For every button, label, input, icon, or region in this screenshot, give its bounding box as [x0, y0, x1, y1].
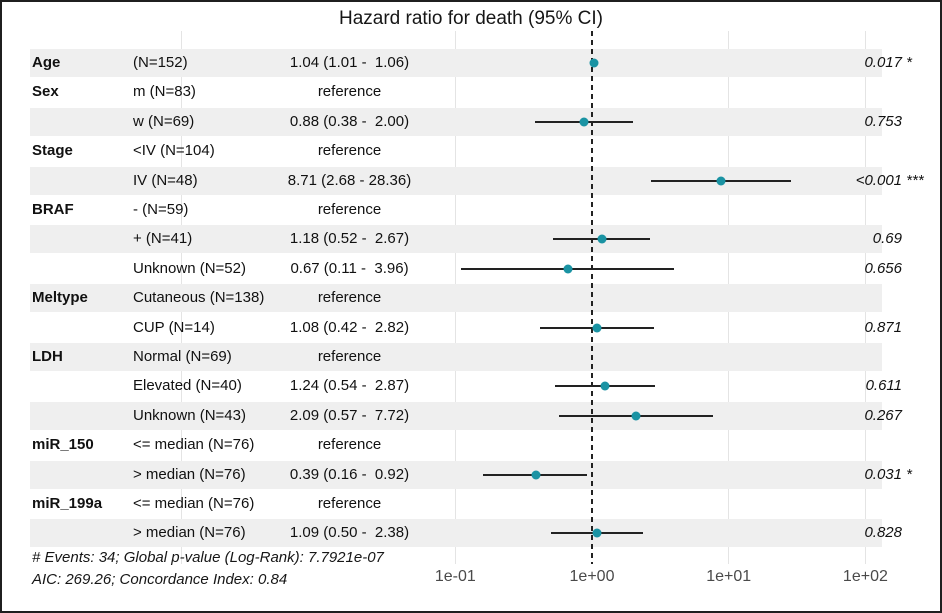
estimate-label: 0.67 (0.11 - 3.96)	[290, 259, 409, 277]
estimate-label: 1.24 (0.54 - 2.87)	[289, 377, 410, 395]
estimate-label: 2.09 (0.57 - 7.72)	[289, 406, 410, 424]
estimate-label: reference	[317, 289, 382, 307]
level-label: > median (N=76)	[133, 465, 246, 483]
row-band	[30, 49, 882, 77]
p-value: 0.753	[752, 108, 902, 136]
estimate-label: reference	[317, 436, 382, 454]
level-label: Elevated (N=40)	[133, 377, 242, 395]
hr-point-marker	[531, 470, 541, 480]
hr-point-marker	[563, 264, 573, 274]
row-band	[30, 460, 882, 489]
level-label: Normal (N=69)	[133, 348, 232, 365]
hr-point-marker	[597, 234, 607, 244]
p-value-number: 0.611	[865, 377, 902, 395]
footer-stats-line-1: # Events: 34; Global p-value (Log-Rank):…	[32, 549, 384, 566]
level-label: w (N=69)	[133, 112, 195, 130]
hr-point-marker	[589, 58, 599, 68]
level-label: <IV (N=104)	[133, 142, 215, 160]
p-value-number: 0.656	[864, 259, 902, 277]
row-band	[30, 284, 882, 313]
level-label: <= median (N=76)	[133, 436, 255, 454]
p-value-number: 0.267	[864, 406, 902, 424]
p-value: 0.656	[752, 255, 902, 283]
p-value-number: 0.871	[864, 318, 902, 336]
hr-point-marker	[579, 117, 589, 127]
level-label: - (N=59)	[133, 201, 189, 218]
estimate-label: 1.09 (0.50 - 2.38)	[289, 524, 410, 542]
estimate-label: reference	[317, 495, 382, 512]
level-label: CUP (N=14)	[133, 318, 215, 336]
axis-tick-label: 1e+00	[569, 568, 615, 585]
estimate-label: reference	[317, 348, 382, 365]
level-label: m (N=83)	[133, 83, 196, 101]
hr-point-marker	[592, 323, 602, 333]
p-value-number: <0.001	[855, 171, 902, 189]
axis-tick-label: 1e+01	[706, 568, 752, 585]
p-value-number: 0.828	[864, 524, 902, 542]
row-band	[30, 107, 882, 136]
p-value: 0.69	[752, 225, 902, 253]
level-label: (N=152)	[133, 54, 188, 71]
level-label: + (N=41)	[133, 230, 193, 248]
variable-label: LDH	[32, 348, 63, 365]
significance-stars: *	[902, 465, 913, 483]
p-value: 0.031 *	[752, 461, 912, 489]
estimate-label: 1.18 (0.52 - 2.67)	[289, 230, 410, 248]
axis-tick-label: 1e+02	[842, 568, 888, 585]
level-label: <= median (N=76)	[133, 495, 255, 512]
level-label: > median (N=76)	[133, 524, 246, 542]
level-label: Cutaneous (N=138)	[133, 289, 265, 307]
row-band	[30, 225, 882, 254]
estimate-label: 0.39 (0.16 - 0.92)	[289, 465, 410, 483]
hr-point-marker	[592, 528, 602, 538]
variable-label: BRAF	[32, 201, 74, 218]
hr-point-marker	[600, 381, 610, 391]
estimate-label: 0.88 (0.38 - 2.00)	[289, 112, 410, 130]
estimate-label: reference	[317, 142, 382, 160]
row-band	[30, 401, 882, 430]
estimate-label: reference	[317, 83, 382, 101]
hr-point-marker	[716, 176, 725, 186]
p-value: 0.828	[752, 519, 902, 547]
row-band	[30, 343, 882, 371]
level-label: Unknown (N=52)	[133, 259, 246, 277]
variable-label: miR_199a	[32, 495, 103, 512]
p-value-number: 0.69	[872, 230, 902, 248]
estimate-label: 8.71 (2.68 - 28.36)	[287, 171, 412, 189]
p-value: <0.001 ***	[752, 167, 924, 195]
significance-stars: ***	[902, 171, 924, 189]
significance-stars: *	[902, 54, 913, 71]
p-value-number: 0.017	[864, 54, 902, 71]
variable-label: Stage	[32, 142, 73, 160]
variable-label: miR_150	[32, 436, 94, 454]
footer-stats-line-2: AIC: 269.26; Concordance Index: 0.84	[32, 571, 288, 588]
variable-label: Age	[32, 54, 61, 71]
variable-label: Sex	[32, 83, 59, 101]
p-value-number: 0.031	[864, 465, 902, 483]
p-value: 0.611	[752, 372, 902, 400]
p-value: 0.871	[752, 314, 902, 342]
p-value-number: 0.753	[864, 112, 902, 130]
p-value: 0.017 *	[752, 49, 912, 77]
reference-line	[591, 31, 593, 564]
estimate-label: reference	[317, 201, 382, 218]
estimate-label: 1.08 (0.42 - 2.82)	[289, 318, 410, 336]
p-value: 0.267	[752, 402, 902, 430]
estimate-label: 1.04 (1.01 - 1.06)	[289, 54, 410, 71]
variable-label: Meltype	[32, 289, 88, 307]
hr-point-marker	[631, 411, 641, 421]
axis-tick-label: 1e-01	[434, 568, 476, 585]
level-label: Unknown (N=43)	[133, 406, 246, 424]
chart-title: Hazard ratio for death (95% CI)	[338, 8, 603, 29]
row-band	[30, 519, 882, 548]
level-label: IV (N=48)	[133, 171, 198, 189]
